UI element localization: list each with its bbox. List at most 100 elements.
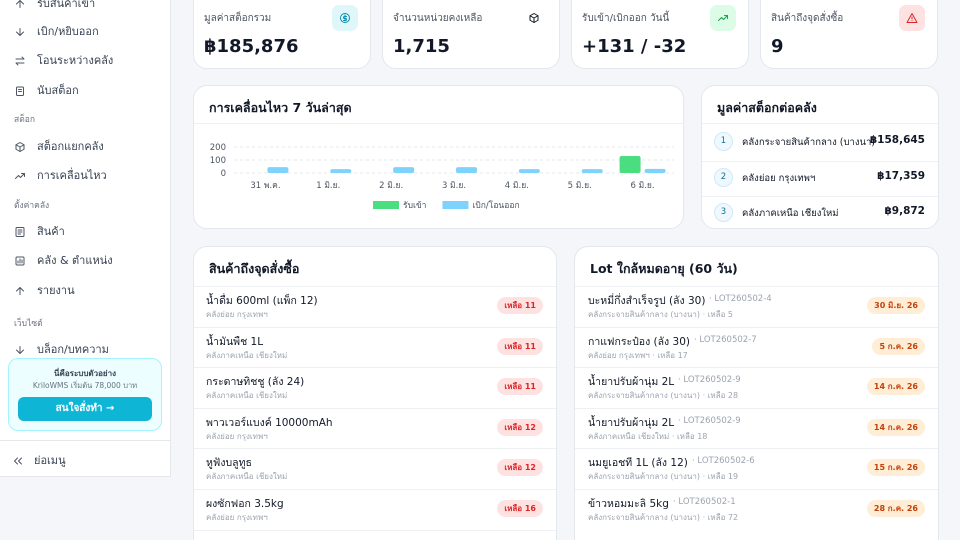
kpi-card: สินค้าถึงจุดสั่งซื้อ 9 bbox=[760, 0, 938, 69]
bar bbox=[581, 169, 603, 173]
divider bbox=[194, 448, 556, 450]
nav-item[interactable]: สต็อกแยกคลัง bbox=[37, 140, 104, 153]
collapse-button[interactable]: ย่อเมนู bbox=[34, 454, 66, 467]
icon bbox=[16, 287, 24, 295]
lot-code: · LOT260502-7 bbox=[694, 334, 757, 345]
x-tick-label: 31 พ.ค. bbox=[250, 181, 280, 191]
card-title: สินค้าถึงจุดสั่งซื้อ bbox=[209, 261, 300, 276]
divider bbox=[194, 286, 556, 287]
expiry-badge: 5 ก.ค. 26 bbox=[872, 337, 925, 355]
nav-item[interactable]: รับสินค้าเข้า bbox=[37, 0, 96, 10]
divider bbox=[575, 367, 938, 369]
divider bbox=[702, 160, 938, 162]
divider bbox=[0, 440, 170, 441]
nav-icon bbox=[14, 138, 26, 152]
legend-swatch bbox=[373, 201, 399, 209]
lot-name: นมยูเอชที 1L (ลัง 12) bbox=[588, 457, 688, 470]
product-warehouse: คลังย่อย กรุงเทพฯ bbox=[206, 431, 268, 441]
nav-item[interactable]: คลัง & ตำแหน่ง bbox=[37, 254, 113, 267]
section-heading: สต็อก bbox=[14, 115, 35, 125]
nav-item[interactable]: นับสต็อก bbox=[37, 84, 79, 97]
divider bbox=[575, 286, 938, 287]
nav-item[interactable]: เบิก/หยิบออก bbox=[37, 25, 99, 38]
stock-badge: เหลือ 12 bbox=[497, 418, 543, 436]
promo-title: นี่คือระบบตัวอย่าง bbox=[54, 369, 116, 378]
lot-name: น้ำยาปรับผ้านุ่ม 2L bbox=[588, 416, 675, 429]
card-title: มูลค่าสต็อกต่อคลัง bbox=[717, 100, 817, 115]
nav-item[interactable]: บล็อก/บทความ bbox=[37, 343, 109, 356]
x-tick-label: 2 มิ.ย. bbox=[379, 181, 403, 191]
kpi-card: จำนวนหน่วยคงเหลือ 1,715 bbox=[382, 0, 560, 69]
nav-item[interactable]: การเคลื่อนไหว bbox=[37, 169, 107, 182]
nav-item[interactable]: โอนระหว่างคลัง bbox=[37, 54, 114, 67]
promo-box: นี่คือระบบตัวอย่าง KriloWMS เริ่มต้น 78,0… bbox=[8, 358, 162, 431]
lot-name: กาแฟกระป๋อง (ลัง 30) bbox=[588, 335, 690, 348]
nav-item[interactable]: สินค้า bbox=[37, 225, 65, 238]
nav-icon bbox=[14, 23, 26, 36]
nav-icon bbox=[14, 52, 26, 66]
product-warehouse: คลังภาคเหนือ เชียงใหม่ bbox=[206, 391, 288, 401]
rank-badge: 1 bbox=[714, 132, 733, 151]
icon bbox=[14, 457, 22, 465]
lot-sub: คลังกระจายสินค้ากลาง (บางนา) · เหลือ 19 bbox=[588, 472, 739, 482]
kpi-label: มูลค่าสต็อกรวม bbox=[204, 13, 272, 24]
bar bbox=[619, 155, 641, 173]
bar bbox=[330, 169, 352, 173]
rank-badge: 3 bbox=[714, 203, 733, 222]
stock-badge: เหลือ 11 bbox=[497, 337, 543, 355]
warehouse-name: คลังกระจายสินค้ากลาง (บางนา) bbox=[742, 137, 876, 148]
section-heading: เว็บไซต์ bbox=[14, 319, 43, 329]
divider bbox=[194, 123, 683, 124]
lot-sub: คลังกระจายสินค้ากลาง (บางนา) · เหลือ 5 bbox=[588, 310, 734, 319]
icon bbox=[340, 13, 350, 23]
product-name: น้ำดื่ม 600ml (แพ็ก 12) bbox=[206, 295, 318, 307]
nav-item[interactable]: รายงาน bbox=[37, 284, 75, 297]
lot-sub: คลังย่อย กรุงเทพฯ · เหลือ 17 bbox=[588, 350, 688, 360]
lot-code: · LOT260502-1 bbox=[673, 497, 736, 507]
bar bbox=[644, 168, 666, 173]
stock-badge: เหลือ 11 bbox=[497, 297, 543, 314]
x-tick-label: 5 มิ.ย. bbox=[568, 181, 592, 191]
kpi-icon bbox=[899, 5, 925, 31]
kpi-icon bbox=[332, 5, 358, 31]
bar bbox=[393, 167, 415, 173]
divider bbox=[194, 367, 556, 369]
lot-code: · LOT260502-9 bbox=[678, 375, 741, 386]
bar bbox=[267, 167, 289, 173]
product-name: น้ำมันพืช 1L bbox=[206, 335, 264, 348]
icon bbox=[529, 13, 539, 23]
divider bbox=[702, 196, 938, 197]
lot-sub: คลังภาคเหนือ เชียงใหม่ · เหลือ 18 bbox=[588, 431, 708, 441]
nav-icon bbox=[14, 167, 26, 179]
warehouse-name: คลังภาคเหนือ เชียงใหม่ bbox=[742, 208, 839, 219]
kpi-icon bbox=[521, 5, 547, 31]
product-name: หูฟังบลูทูธ bbox=[206, 457, 252, 470]
product-warehouse: คลังย่อย กรุงเทพฯ bbox=[206, 513, 268, 522]
divider bbox=[575, 489, 938, 490]
lot-name: น้ำยาปรับผ้านุ่ม 2L bbox=[588, 376, 675, 389]
icon bbox=[718, 15, 728, 21]
promo-button[interactable]: สนใจสั่งทำ → bbox=[18, 397, 152, 421]
icon bbox=[15, 56, 25, 66]
rank-badge: 2 bbox=[714, 167, 733, 187]
kpi-value: 9 bbox=[771, 36, 784, 57]
lot-code: · LOT260502-4 bbox=[709, 294, 772, 304]
lot-code: · LOT260502-6 bbox=[692, 456, 755, 467]
lot-sub: คลังกระจายสินค้ากลาง (บางนา) · เหลือ 28 bbox=[588, 391, 739, 401]
x-tick-label: 3 มิ.ย. bbox=[442, 181, 466, 191]
bar bbox=[518, 169, 540, 173]
chart-title: การเคลื่อนไหว 7 วันล่าสุด bbox=[209, 100, 352, 115]
y-tick-label: 0 bbox=[221, 169, 226, 179]
legend-swatch bbox=[442, 201, 469, 209]
expiry-badge: 30 มิ.ย. 26 bbox=[867, 297, 925, 314]
icon bbox=[15, 173, 25, 179]
expiry-badge: 15 ก.ค. 26 bbox=[866, 459, 925, 477]
reorder-card: สินค้าถึงจุดสั่งซื้อน้ำดื่ม 600ml (แพ็ก … bbox=[193, 246, 557, 540]
expiry-badge: 14 ก.ค. 26 bbox=[866, 418, 925, 436]
nav-icon bbox=[14, 82, 26, 96]
card-title: Lot ใกล้หมดอายุ (60 วัน) bbox=[590, 261, 738, 276]
expiry-badge: 14 ก.ค. 26 bbox=[866, 378, 925, 396]
nav-icon bbox=[14, 341, 26, 354]
x-tick-label: 1 มิ.ย. bbox=[316, 181, 340, 191]
